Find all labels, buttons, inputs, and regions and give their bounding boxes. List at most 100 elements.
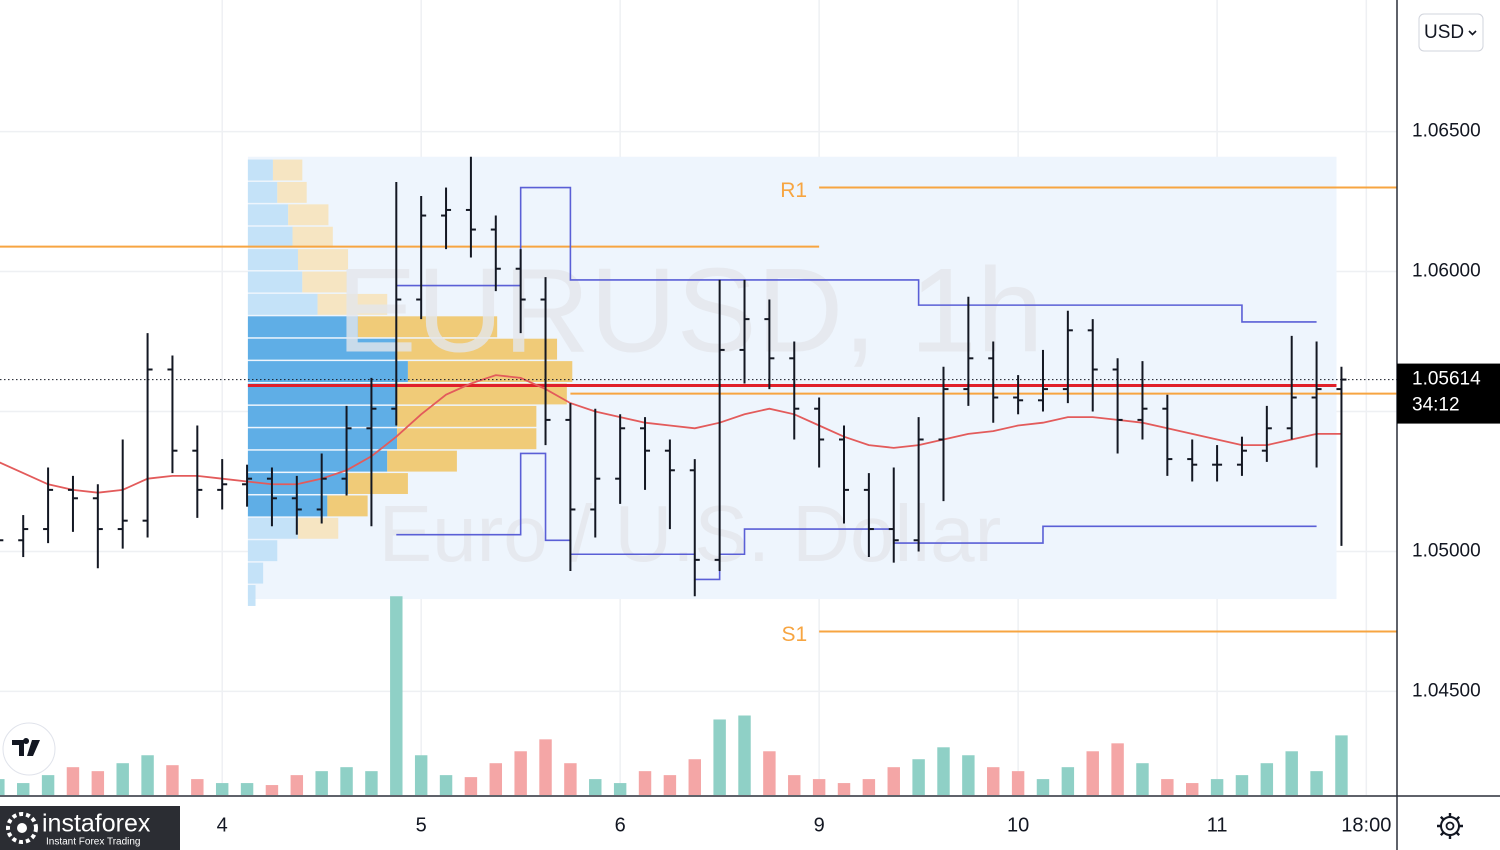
volume-bar bbox=[439, 775, 453, 795]
profile-buy bbox=[247, 361, 408, 383]
pivot-label: R1 bbox=[780, 179, 807, 202]
volume-bar bbox=[937, 747, 950, 795]
tv-logo[interactable] bbox=[2, 722, 56, 776]
volume-bar bbox=[1061, 767, 1075, 795]
currency-button[interactable] bbox=[1418, 13, 1484, 52]
profile-sell bbox=[297, 517, 339, 539]
volume-bar bbox=[1235, 775, 1249, 795]
countdown-label: 34:12 bbox=[1412, 395, 1460, 416]
profile-sell bbox=[277, 181, 307, 203]
volume-bar bbox=[788, 775, 801, 795]
volume-bar bbox=[1111, 743, 1124, 795]
volume-bar bbox=[166, 765, 179, 795]
profile-buy bbox=[247, 495, 328, 517]
profile-buy bbox=[247, 204, 289, 226]
upper-band bbox=[396, 186, 1317, 323]
lower-band bbox=[396, 452, 1317, 581]
profile-sell bbox=[387, 450, 457, 472]
profile-buy bbox=[247, 562, 264, 584]
profile-buy bbox=[247, 293, 318, 315]
volume-bar bbox=[390, 596, 403, 795]
profile-sell bbox=[272, 159, 303, 181]
volume-bar bbox=[240, 783, 254, 795]
pivot-label: S1 bbox=[781, 623, 807, 646]
profile-buy bbox=[247, 540, 278, 562]
profile-buy bbox=[247, 249, 298, 271]
x-tick-label: 6 bbox=[615, 814, 626, 836]
y-tick-label: 1.04500 bbox=[1412, 680, 1481, 701]
volume-bar bbox=[738, 715, 751, 795]
brand-icon bbox=[6, 812, 38, 844]
brand[interactable]: instaforex Instant Forex Trading bbox=[0, 806, 180, 850]
volume-bar bbox=[812, 779, 826, 795]
volume-bar bbox=[66, 767, 80, 795]
tv-logo-circle[interactable] bbox=[2, 722, 56, 776]
watermark-subtitle: Euro / U.S. Dollar bbox=[379, 489, 1001, 578]
currency-caret bbox=[1468, 30, 1477, 36]
profile-buy bbox=[247, 226, 293, 248]
volume-bar bbox=[514, 751, 527, 795]
profile-buy bbox=[247, 159, 273, 181]
volume-bar bbox=[1136, 763, 1149, 795]
x-tick-label: 5 bbox=[416, 814, 427, 836]
profile-sell bbox=[357, 316, 498, 338]
volume-bar bbox=[1285, 751, 1298, 795]
profile-sell bbox=[317, 293, 388, 315]
volume-bar bbox=[713, 719, 726, 795]
brand-name: instaforex bbox=[42, 810, 151, 838]
profile-buy bbox=[247, 405, 398, 427]
y-tick-label: 1.05000 bbox=[1412, 540, 1481, 561]
x-tick-label: 18:00 bbox=[1341, 814, 1391, 836]
volume-bar bbox=[663, 775, 677, 795]
watermark-title: EURUSD, 1h bbox=[337, 244, 1044, 378]
profile-sell bbox=[292, 226, 333, 248]
volume-bar bbox=[464, 777, 478, 795]
volume-bar bbox=[589, 779, 602, 795]
volume-bar bbox=[837, 783, 851, 795]
volume-bar bbox=[763, 751, 776, 795]
profile-sell bbox=[348, 473, 408, 494]
volume-bar bbox=[962, 755, 975, 795]
volume-bar bbox=[1260, 763, 1274, 795]
last-price-box bbox=[1397, 363, 1500, 424]
settings-icon[interactable] bbox=[1437, 813, 1463, 839]
volume-bar bbox=[1011, 771, 1025, 795]
x-tick-label: 10 bbox=[1007, 814, 1029, 836]
volume-bar bbox=[365, 771, 378, 795]
volume-bar bbox=[116, 763, 129, 795]
volume-bar bbox=[638, 771, 652, 795]
volume-bar bbox=[141, 755, 154, 795]
volume-bar bbox=[1335, 735, 1348, 795]
volume-bar bbox=[1161, 779, 1174, 795]
profile-sell bbox=[397, 338, 558, 360]
profile-buy bbox=[247, 517, 298, 539]
profile-sell bbox=[302, 271, 347, 293]
brand-box[interactable] bbox=[0, 806, 180, 850]
brand-icon-center bbox=[17, 823, 27, 833]
profile-buy bbox=[247, 585, 256, 606]
settings-gear-hole bbox=[1445, 821, 1455, 831]
volume-bar bbox=[862, 779, 876, 795]
profile-sell bbox=[397, 405, 537, 427]
brand-tagline: Instant Forex Trading bbox=[46, 837, 141, 848]
profile-buy bbox=[247, 181, 278, 203]
tv-logo-mark bbox=[12, 738, 40, 756]
volume-bar bbox=[688, 759, 701, 795]
volume-bar bbox=[191, 779, 204, 795]
profile-sell bbox=[327, 495, 368, 517]
volume-bar bbox=[1185, 783, 1199, 795]
x-tick-label: 9 bbox=[814, 814, 825, 836]
profile-sell bbox=[397, 428, 537, 450]
profile-buy bbox=[247, 271, 303, 293]
profile-sell bbox=[407, 361, 573, 383]
volume-bar bbox=[1086, 751, 1099, 795]
currency-label[interactable]: USD bbox=[1424, 22, 1464, 43]
profile-buy bbox=[247, 316, 358, 338]
volume-bar bbox=[987, 767, 1000, 795]
y-tick-label: 1.06000 bbox=[1412, 261, 1481, 282]
volume-bar bbox=[912, 759, 925, 795]
profile-buy bbox=[247, 383, 398, 405]
volume-bar bbox=[564, 763, 577, 795]
profile-sell bbox=[288, 204, 329, 226]
volume-bar bbox=[340, 767, 353, 795]
